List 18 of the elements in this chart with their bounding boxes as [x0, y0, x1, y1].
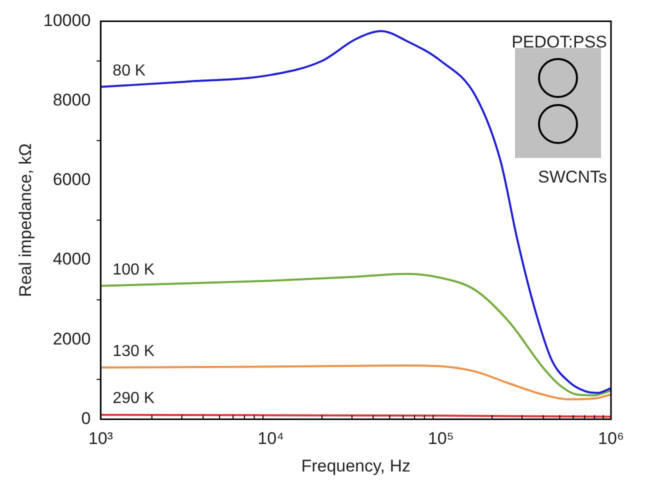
- y-tick-label: 8000: [52, 90, 91, 110]
- series-label: 290 K: [112, 390, 155, 408]
- series-label: 130 K: [112, 342, 155, 360]
- x-tick-label: 10³: [88, 429, 114, 448]
- series-label: 80 K: [112, 62, 146, 80]
- annotation: PEDOT:PSS: [512, 32, 607, 52]
- annotation: SWCNTs: [538, 167, 607, 186]
- x-tick-label: 10⁵: [428, 429, 454, 448]
- x-tick-label: 10⁴: [258, 429, 284, 448]
- y-tick-label: 0: [81, 408, 91, 428]
- x-axis-title: Frequency, Hz: [301, 456, 410, 476]
- y-tick-label: 10000: [43, 10, 91, 30]
- series-label: 100 K: [112, 261, 155, 278]
- y-tick-label: 4000: [52, 250, 91, 269]
- y-tick-label: 2000: [52, 329, 91, 348]
- y-tick-label: 6000: [52, 170, 91, 190]
- y-axis-title: Real impedance, kΩ: [16, 143, 35, 297]
- x-tick-label: 10⁶: [598, 429, 624, 448]
